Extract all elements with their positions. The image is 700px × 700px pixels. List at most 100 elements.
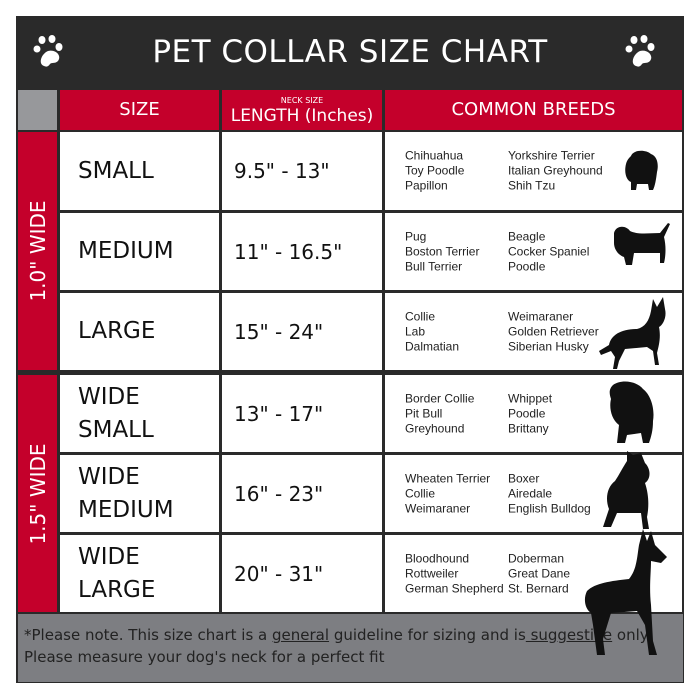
breeds-column-b: Weimaraner Golden Retriever Siberian Husky	[508, 309, 618, 354]
group-1-5-wide: 1.5" WIDE	[18, 375, 57, 612]
title-bar	[16, 16, 684, 88]
size-cell: WIDE MEDIUM	[60, 455, 219, 532]
length-cell: 13" - 17"	[222, 375, 382, 452]
size-line: SMALL	[78, 416, 154, 443]
breed-name: Lab	[405, 324, 426, 338]
footer-line-2: Please measure your dog's neck for a per…	[24, 648, 385, 666]
length-cell: 11" - 16.5"	[222, 213, 382, 290]
breeds-column-b: Whippet Poodle Brittany	[508, 391, 618, 436]
breed-name: Golden Retriever	[508, 324, 599, 338]
breeds-column-b: Doberman Great Dane St. Bernard	[508, 551, 618, 596]
breed-name: Boxer	[508, 471, 540, 485]
breeds-column-a: Border Collie Pit Bull Greyhound	[405, 391, 515, 436]
length-cell: 20" - 31"	[222, 535, 382, 612]
breed-name: Poodle	[508, 406, 546, 420]
breed-name: Poodle	[508, 259, 546, 273]
header-size: SIZE	[60, 90, 219, 130]
breeds-column-b: Boxer Airedale English Bulldog	[508, 471, 618, 516]
size-line: LARGE	[78, 576, 156, 603]
length-cell: 15" - 24"	[222, 293, 382, 370]
corner-cell	[18, 90, 57, 130]
breed-name: Great Dane	[508, 566, 571, 580]
size-text: SMALL	[78, 157, 154, 184]
header-breeds: COMMON BREEDS	[385, 90, 682, 130]
breed-name: Weimaraner	[508, 309, 574, 323]
breeds-cell: Collie Lab Dalmatian Weimaraner Golden Retr…	[385, 293, 682, 370]
size-cell: MEDIUM	[60, 213, 219, 290]
footer-text: guideline for sizing and is	[329, 626, 526, 644]
breed-name: Collie	[405, 486, 436, 500]
breeds-cell: Chihuahua Toy Poodle Papillon Yorkshire Te…	[385, 132, 682, 210]
paw-print-icon	[33, 35, 63, 67]
small-dog-silhouette-icon	[625, 150, 658, 190]
breed-name: Bloodhound	[405, 551, 470, 565]
length-cell: 9.5" - 13"	[222, 132, 382, 210]
breed-name: Siberian Husky	[508, 339, 589, 353]
breed-name: Rottweiler	[405, 566, 459, 580]
header-length-label: LENGTH (Inches)	[230, 106, 374, 126]
pitbull-silhouette-icon	[603, 451, 650, 529]
footer-note: *Please note. This size chart is a gener…	[18, 614, 683, 682]
footer-text: only.	[612, 626, 652, 644]
group-label: 1.5" WIDE	[25, 442, 50, 545]
size-line: WIDE	[78, 463, 140, 490]
bulldog-silhouette-icon	[609, 381, 654, 443]
length-cell: 16" - 23"	[222, 455, 382, 532]
page-title: PET COLLAR SIZE CHART	[152, 34, 548, 70]
doberman-silhouette-icon	[584, 529, 667, 655]
size-line: WIDE	[78, 383, 140, 410]
group-1-0-wide: 1.0" WIDE	[18, 132, 57, 370]
breed-name: Weimaraner	[405, 501, 471, 515]
size-cell: SMALL	[60, 132, 219, 210]
breed-name: Dalmatian	[405, 339, 460, 353]
size-cell: WIDE LARGE	[60, 535, 219, 612]
paw-print-icon	[625, 35, 655, 67]
breeds-column-a: Chihuahua Toy Poodle Papillon	[405, 149, 515, 194]
breed-name: German Shepherd	[405, 581, 504, 595]
breed-name: Bull Terrier	[405, 259, 463, 273]
breed-name: Border Collie	[405, 391, 475, 405]
breeds-cell: Pug Boston Terrier Bull Terrier Beagle Cock…	[385, 213, 682, 290]
large-dog-silhouette-icon	[599, 297, 666, 369]
group-label: 1.0" WIDE	[25, 200, 50, 302]
breed-name: Beagle	[508, 229, 546, 243]
breeds-cell: Border Collie Pit Bull Greyhound Whippet Po…	[385, 375, 682, 452]
breeds-column-a: Wheaten Terrier Collie Weimaraner	[405, 471, 515, 516]
breed-name: English Bulldog	[508, 501, 591, 515]
breed-name: Doberman	[508, 551, 565, 565]
size-text: MEDIUM	[78, 238, 174, 264]
breed-name: Greyhound	[405, 421, 465, 435]
breeds-column-a: Pug Boston Terrier Bull Terrier	[405, 229, 515, 274]
breed-name: Italian Greyhound	[508, 163, 603, 178]
breed-name: Chihuahua	[405, 148, 464, 163]
dachshund-silhouette-icon	[614, 223, 670, 265]
breed-name: Cocker Spaniel	[508, 244, 590, 258]
breeds-column-a: Collie Lab Dalmatian	[405, 309, 515, 354]
breed-name: Wheaten Terrier	[405, 471, 491, 485]
breed-name: Brittany	[508, 421, 549, 435]
header-length-small: NECK SIZE	[280, 96, 324, 105]
breed-name: St. Bernard	[508, 581, 569, 595]
size-line: WIDE	[78, 543, 140, 570]
breed-name: Shih Tzu	[508, 178, 556, 193]
breed-name: Yorkshire Terrier	[508, 148, 595, 163]
breed-name: Pit Bull	[405, 406, 443, 420]
breeds-column-b: Beagle Cocker Spaniel Poodle	[508, 229, 618, 274]
size-text: LARGE	[78, 318, 156, 344]
footer-line-1: *Please note. This size chart is a gener…	[24, 624, 683, 646]
breeds-cell: Wheaten Terrier Collie Weimaraner Boxer Air…	[385, 451, 682, 532]
breed-name: Whippet	[508, 391, 553, 405]
breeds-cell: Bloodhound Rottweiler German Shepherd Dobe…	[385, 529, 682, 655]
size-cell: WIDE SMALL	[60, 375, 219, 452]
breed-name: Airedale	[508, 486, 553, 500]
breed-name: Collie	[405, 309, 436, 323]
footer-emphasis-general: general	[272, 626, 330, 644]
footer-text: *Please note. This size chart is a	[24, 626, 273, 644]
breed-name: Pug	[405, 229, 427, 243]
size-line: MEDIUM	[78, 496, 174, 523]
breed-name: Toy Poodle	[405, 163, 465, 178]
breeds-column-a: Bloodhound Rottweiler German Shepherd	[405, 551, 515, 596]
size-cell: LARGE	[60, 293, 219, 370]
breed-name: Boston Terrier	[405, 244, 480, 258]
footer-emphasis-suggestive: suggestive	[525, 626, 613, 644]
